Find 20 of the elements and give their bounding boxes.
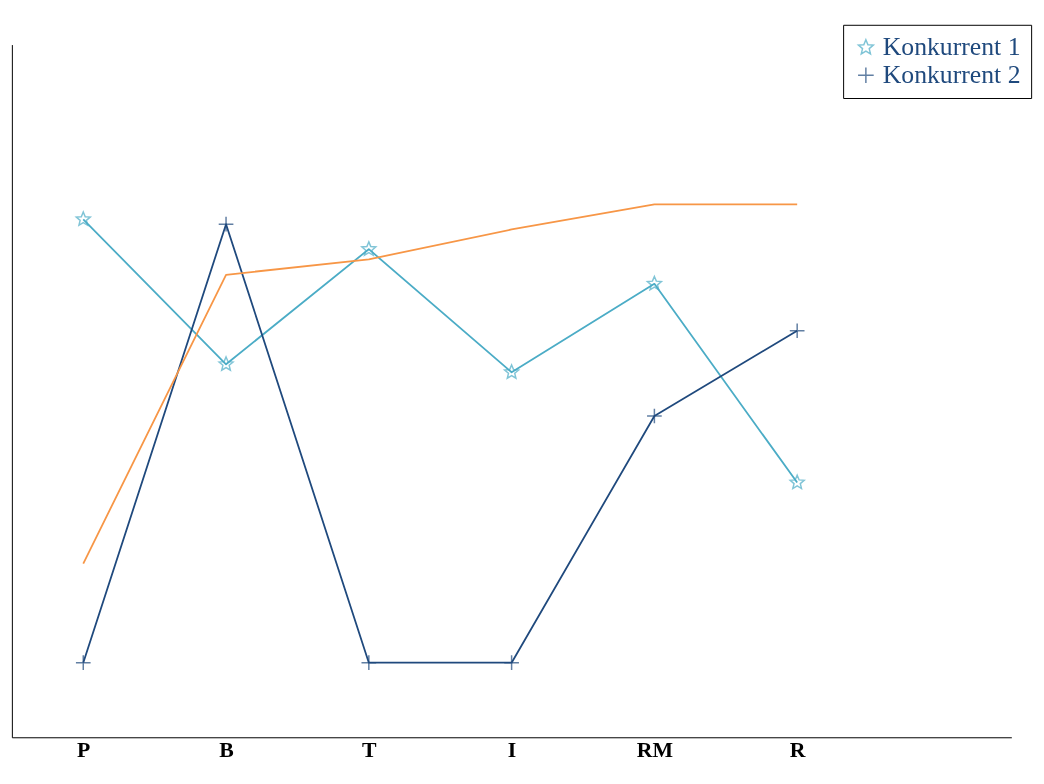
legend-label: Konkurrent 1 [882,32,1021,62]
legend-label: Konkurrent 2 [882,60,1021,90]
point [75,211,91,227]
point [646,407,663,425]
x-tick-label: R [789,737,806,762]
x-tick-label: P [77,737,91,762]
x-tick-label: B [219,737,234,762]
point [217,216,235,233]
x-tick-label: T [362,737,378,762]
point [646,275,663,291]
point [75,654,92,671]
point [503,364,520,379]
point [360,654,377,671]
point [503,654,520,671]
point [218,356,234,371]
x-tick-label: RM [636,737,674,762]
point [789,474,805,490]
point [361,241,377,256]
point [789,322,806,339]
x-tick-label: I [507,737,517,762]
